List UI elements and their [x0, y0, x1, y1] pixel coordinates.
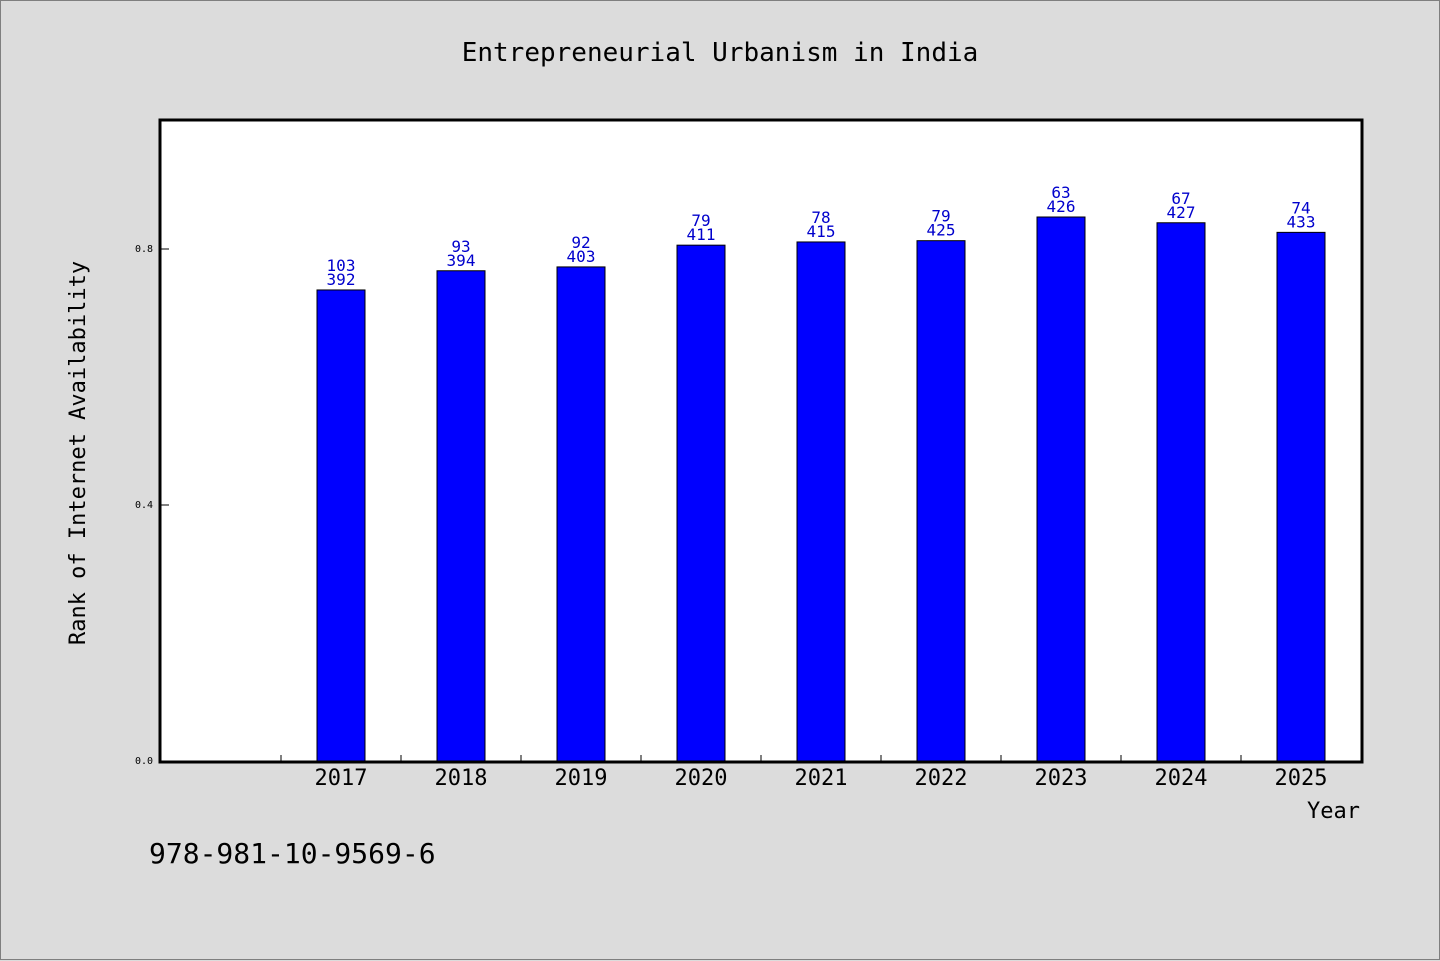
bar-2018: [436, 270, 486, 762]
bar-label-bottom: 433: [1287, 212, 1316, 231]
y-tick-label: 0.8: [135, 244, 153, 255]
bar-label-bottom: 411: [687, 225, 716, 244]
bar-label-bottom: 427: [1167, 203, 1196, 222]
x-axis: 2017 2018 2019 2020 2021 2022 2023 2024 2025: [280, 755, 1328, 791]
bar-label-top: 79: [691, 211, 710, 230]
bar-2024: [1156, 222, 1206, 762]
x-tick-label: 2023: [1035, 766, 1088, 791]
chart-title: Entrepreneurial Urbanism in India: [462, 38, 979, 68]
bar-label-top: 74: [1291, 198, 1310, 217]
x-tick-label: 2019: [555, 766, 608, 791]
y-axis-label: Rank of Internet Availability: [66, 261, 91, 645]
bar-label-top: 92: [571, 233, 590, 252]
x-tick-label: 2025: [1275, 766, 1328, 791]
bar-2025: [1276, 231, 1326, 762]
bar-label-bottom: 403: [567, 247, 596, 266]
bar-2017: [316, 289, 366, 762]
x-tick-label: 2020: [675, 766, 728, 791]
x-tick-label: 2024: [1155, 766, 1208, 791]
bar-label-bottom: 426: [1047, 197, 1076, 216]
x-tick-label: 2022: [915, 766, 968, 791]
bar-2021: [796, 241, 846, 762]
bar-label-top: 79: [931, 207, 950, 226]
bar-label-top: 63: [1051, 183, 1070, 202]
bar-2020: [676, 244, 726, 762]
bar-series: [316, 216, 1326, 762]
bar-label-top: 103: [327, 256, 356, 275]
bar-label-top: 93: [451, 237, 470, 256]
bar-2022: [916, 240, 966, 762]
bar-label-bottom: 394: [447, 251, 476, 270]
y-tick-label: 0.0: [135, 756, 153, 767]
bar-label-bottom: 425: [927, 221, 956, 240]
x-tick-label: 2017: [315, 766, 368, 791]
bar-2019: [556, 266, 606, 762]
isbn-text: 978-981-10-9569-6: [149, 837, 436, 870]
y-axis: 0.0 0.4 0.8: [135, 244, 169, 767]
bar-2023: [1036, 216, 1086, 762]
bar-label-bottom: 415: [807, 222, 836, 241]
x-tick-label: 2018: [435, 766, 488, 791]
bar-label-bottom: 392: [327, 270, 356, 289]
x-tick-label: 2021: [795, 766, 848, 791]
x-axis-label: Year: [1307, 799, 1360, 824]
bar-label-top: 78: [811, 208, 830, 227]
y-tick-label: 0.4: [135, 500, 153, 511]
bar-label-top: 67: [1171, 189, 1190, 208]
